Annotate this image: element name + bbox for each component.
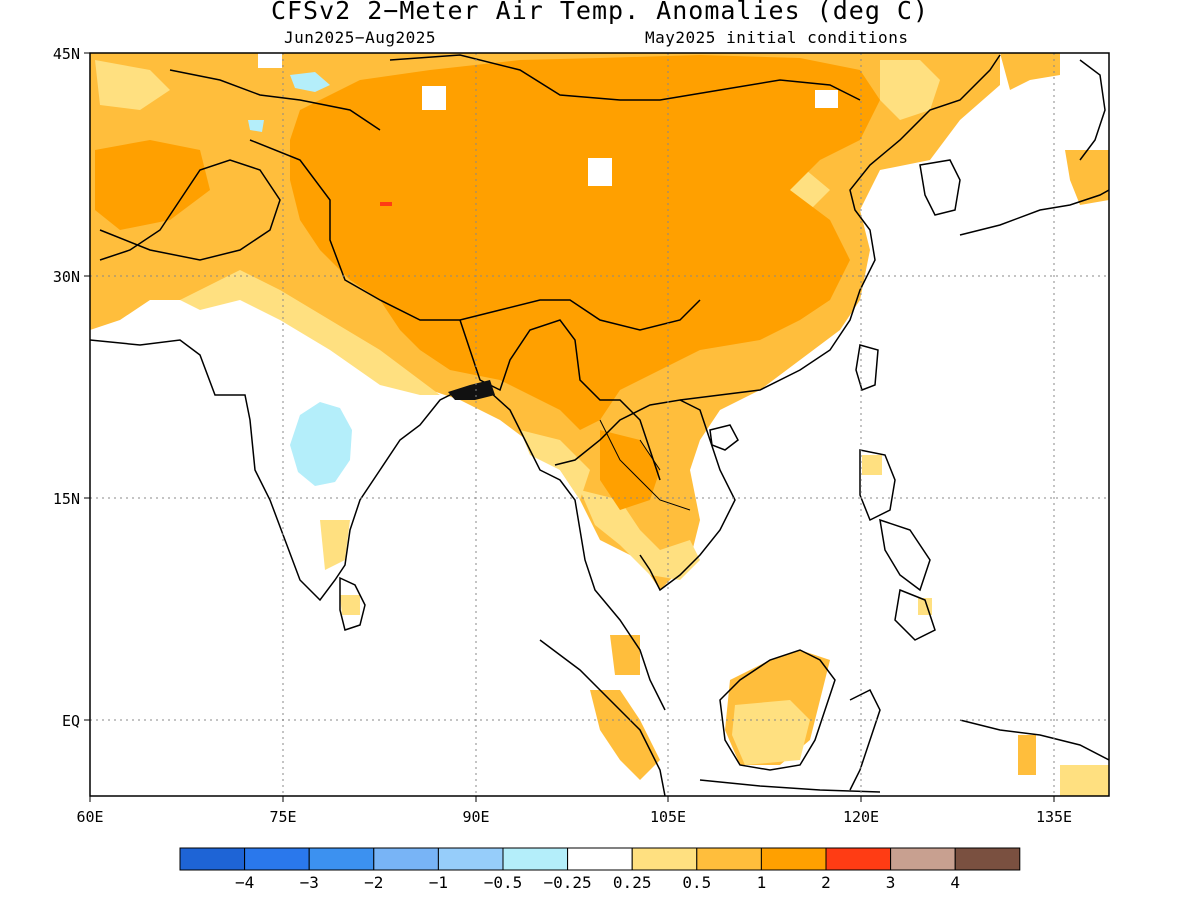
colorbar-label-5: −0.25 xyxy=(544,873,592,892)
anomaly-region-12 xyxy=(590,690,660,780)
coastline-4 xyxy=(919,159,961,216)
anomaly-region-22 xyxy=(1018,735,1036,775)
border-2 xyxy=(389,54,861,101)
map-title: CFSv2 2−Meter Air Temp. Anomalies (deg C… xyxy=(270,0,930,25)
coastline-5 xyxy=(959,189,1109,236)
lat-label-30N: 30N xyxy=(53,268,80,286)
colorbar-swatch-7 xyxy=(631,847,698,871)
colorbar-label-10: 3 xyxy=(886,873,896,892)
lon-label-60E: 60E xyxy=(76,808,103,826)
coastline-9 xyxy=(855,344,879,391)
colorbar-swatch-2 xyxy=(308,847,375,871)
colorbar-label-0: −4 xyxy=(235,873,254,892)
colorbar-swatch-12 xyxy=(954,847,1021,871)
coastline-13 xyxy=(849,688,881,791)
anomaly-region-15 xyxy=(732,700,810,765)
colorbar-label-8: 1 xyxy=(757,873,767,892)
anomaly-region-18 xyxy=(320,520,350,570)
lon-label-105E: 105E xyxy=(650,808,686,826)
border-5 xyxy=(599,419,691,511)
colorbar-swatch-4 xyxy=(437,847,504,871)
coastline-10 xyxy=(859,449,936,641)
anomaly-region-23 xyxy=(290,402,352,486)
anomaly-region-26 xyxy=(422,86,446,110)
bangladesh-delta xyxy=(448,380,495,400)
colorbar-swatch-6 xyxy=(567,847,633,871)
colorbar-swatch-5 xyxy=(502,847,569,871)
colorbar-swatch-0 xyxy=(179,847,246,871)
anomaly-region-24 xyxy=(290,72,330,92)
colorbar-swatch-9 xyxy=(760,847,827,871)
anomaly-region-3 xyxy=(180,270,440,395)
anomaly-region-11 xyxy=(95,140,210,230)
coastline-15 xyxy=(699,779,881,793)
colorbar: −4 −3 −2 −1 −0.5 −0.25 0.25 0.5 1 2 3 4 xyxy=(179,847,1021,892)
coastline-8 xyxy=(709,424,739,451)
anomaly-fields xyxy=(90,53,1109,796)
forecast-period: Jun2025−Aug2025 xyxy=(284,28,436,47)
colorbar-label-2: −2 xyxy=(364,873,383,892)
anomaly-region-20 xyxy=(862,455,882,475)
lat-label-45N: 45N xyxy=(53,45,80,63)
colorbar-swatch-11 xyxy=(890,847,956,871)
anomaly-region-27 xyxy=(588,158,612,186)
lon-label-75E: 75E xyxy=(269,808,296,826)
lon-axis: 60E 75E 90E 105E 120E 135E xyxy=(76,796,1072,826)
colorbar-label-1: −3 xyxy=(300,873,319,892)
colorbar-swatch-1 xyxy=(244,847,310,871)
coastlines xyxy=(90,54,1109,796)
anomaly-region-19 xyxy=(340,595,360,615)
graticule xyxy=(90,53,1109,796)
coastline-1 xyxy=(90,339,666,711)
coastline-11 xyxy=(539,639,666,796)
coastline-12 xyxy=(719,649,836,771)
lat-label-15N: 15N xyxy=(53,490,80,508)
anomaly-region-17 xyxy=(1065,150,1109,205)
colorbar-label-9: 2 xyxy=(821,873,831,892)
anomaly-region-30 xyxy=(380,202,392,206)
colorbar-label-7: 0.5 xyxy=(682,873,711,892)
colorbar-label-3: −1 xyxy=(429,873,448,892)
coastline-2 xyxy=(554,399,736,592)
lon-label-90E: 90E xyxy=(462,808,489,826)
coastline-6 xyxy=(1079,59,1106,161)
coastline-3 xyxy=(679,54,1001,401)
anomaly-region-7 xyxy=(95,60,170,110)
colorbar-swatch-3 xyxy=(373,847,439,871)
coastline-7 xyxy=(339,576,366,631)
initial-conditions: May2025 initial conditions xyxy=(645,28,909,47)
anomaly-region-29 xyxy=(815,90,838,108)
anomaly-region-5 xyxy=(580,490,700,580)
colorbar-label-6: 0.25 xyxy=(613,873,652,892)
lon-label-120E: 120E xyxy=(843,808,879,826)
colorbar-swatch-10 xyxy=(825,847,892,871)
border-3 xyxy=(99,159,281,261)
anomaly-region-25 xyxy=(248,120,264,132)
anomaly-region-6 xyxy=(880,60,940,120)
coastline-14 xyxy=(959,719,1109,761)
colorbar-label-11: 4 xyxy=(950,873,960,892)
map-frame xyxy=(89,52,1110,797)
colorbar-label-4: −0.5 xyxy=(484,873,523,892)
anomaly-region-9 xyxy=(290,55,880,430)
anomaly-region-13 xyxy=(610,635,640,675)
border-4 xyxy=(459,319,661,481)
lon-label-135E: 135E xyxy=(1036,808,1072,826)
anomaly-region-2 xyxy=(1000,53,1060,90)
lat-label-EQ: EQ xyxy=(62,712,80,730)
colorbar-swatch-8 xyxy=(696,847,762,871)
anomaly-region-16 xyxy=(1060,765,1109,796)
lat-axis: 45N 30N 15N EQ xyxy=(53,45,90,730)
anomaly-region-28 xyxy=(258,53,282,68)
